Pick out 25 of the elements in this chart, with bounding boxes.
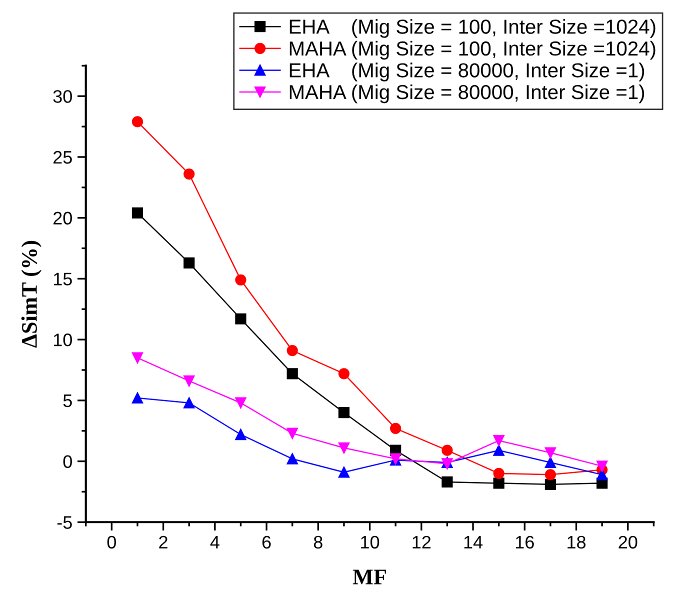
x-tick-label: 4 <box>210 536 220 548</box>
x-tick-label: 18 <box>568 536 586 549</box>
legend-label: MAHA (Mig Size = 80000, Inter Size =1) <box>290 84 644 104</box>
x-axis-title: MF <box>352 570 386 584</box>
legend-label: MAHA (Mig Size = 100, Inter Size =1024) <box>290 40 656 60</box>
x-tick-label: 2 <box>159 536 168 548</box>
x-tick-label: 0 <box>107 536 116 549</box>
y-tick-label: 10 <box>54 334 72 346</box>
y-tick-label: 30 <box>53 90 72 103</box>
y-tick-label: 15 <box>54 272 72 286</box>
x-tick-label: 20 <box>618 536 638 549</box>
x-tick-label: 12 <box>412 536 431 548</box>
x-tick-label: 14 <box>464 536 483 548</box>
x-tick-label: 6 <box>262 536 271 549</box>
y-tick-label: 20 <box>53 212 72 225</box>
y-axis-title: ΔSimT (%) <box>21 240 42 348</box>
y-tick-label: 25 <box>53 150 72 164</box>
x-tick-label: 16 <box>516 536 534 549</box>
x-tick-label: 8 <box>314 536 322 549</box>
y-tick-label: 5 <box>63 394 72 408</box>
legend-label: EHA (Mig Size = 100, Inter Size =1024) <box>290 19 656 38</box>
y-tick-label: 0 <box>63 455 72 468</box>
x-tick-label: 10 <box>361 536 380 549</box>
y-tick-label: -5 <box>57 516 72 529</box>
legend-label: EHA (Mig Size = 80000, Inter Size =1) <box>290 62 644 82</box>
